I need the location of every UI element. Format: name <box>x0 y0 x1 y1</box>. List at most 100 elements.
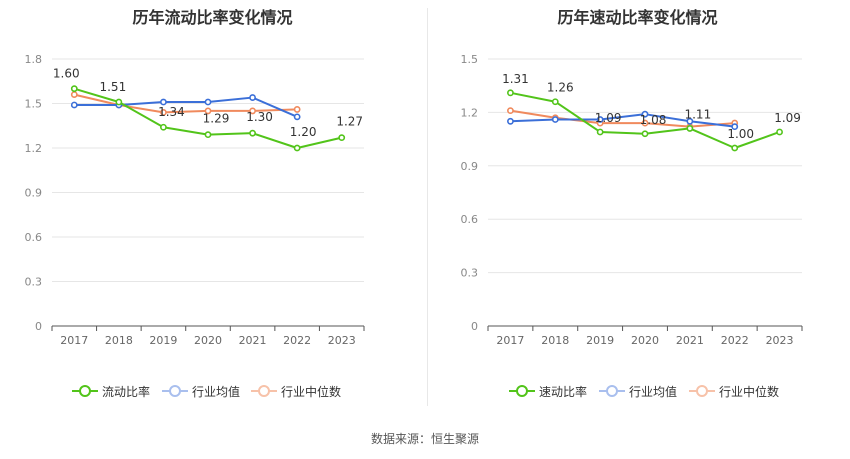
data-point <box>70 101 78 109</box>
x-tick-label: 2023 <box>328 334 356 347</box>
legend-marker-orange-icon <box>251 385 277 397</box>
y-tick-label: 0.6 <box>25 231 43 244</box>
legend-label: 行业均值 <box>629 384 678 399</box>
series-line-industry-mean <box>510 113 735 128</box>
legend-label: 行业中位数 <box>719 384 780 399</box>
data-label: 1.34 <box>158 105 185 119</box>
data-label: 1.09 <box>595 111 622 125</box>
data-point <box>293 144 301 152</box>
data-point <box>115 98 123 106</box>
legend-marker-green-icon <box>72 385 98 397</box>
data-point <box>293 113 301 121</box>
x-tick-label: 2018 <box>105 334 133 347</box>
data-label: 1.11 <box>684 107 711 121</box>
x-tick-label: 2023 <box>766 334 794 347</box>
data-point <box>249 94 256 101</box>
data-label: 1.29 <box>203 112 230 126</box>
legend-marker-blue-icon <box>599 385 625 397</box>
data-point <box>70 85 78 93</box>
data-point <box>776 128 783 136</box>
x-tick-label: 2021 <box>676 334 704 347</box>
data-point <box>204 107 212 115</box>
x-tick-label: 2019 <box>149 334 177 347</box>
legend-marker-orange-icon <box>689 385 715 397</box>
quick-ratio-plot: 0 0.3 0.6 0.9 1.2 1.5 2017 2018 2019 2020 2021 2022… <box>461 53 803 347</box>
data-source-note: 数据来源：恒生聚源 <box>370 432 479 446</box>
data-label: 1.27 <box>336 115 363 129</box>
legend-item-quick-ratio[interactable]: 速动比率 <box>509 381 587 401</box>
data-label: 1.26 <box>547 81 574 95</box>
data-point <box>551 116 559 123</box>
y-tick-label: 0.3 <box>25 276 43 289</box>
series-line-industry-median <box>74 93 298 114</box>
y-tick-label: 1.5 <box>461 53 479 66</box>
data-point <box>596 128 604 136</box>
data-point <box>338 134 346 142</box>
chart-title: 历年速动比率变化情况 <box>557 8 718 27</box>
data-point <box>686 117 694 125</box>
series-line-industry-median <box>510 109 735 128</box>
y-tick-label: 0.6 <box>461 213 479 226</box>
legend-item-current-ratio[interactable]: 流动比率 <box>72 381 150 401</box>
data-point <box>160 109 167 116</box>
data-point <box>70 91 78 98</box>
y-tick-label: 1.2 <box>25 142 43 155</box>
current-ratio-chart-panel: 历年流动比率变化情况 0 0.3 0.6 0.9 1.2 1.5 1.8 2017 2018 20… <box>0 0 425 415</box>
data-label: 1.20 <box>290 125 317 139</box>
legend-label: 行业均值 <box>192 384 241 399</box>
current-ratio-plot: 0 0.3 0.6 0.9 1.2 1.5 1.8 2017 2018 2019 2020 2021 2… <box>25 53 365 347</box>
data-point <box>507 107 514 115</box>
data-point <box>641 110 649 118</box>
y-tick-label: 0.9 <box>25 187 43 200</box>
y-tick-label: 0 <box>471 320 478 333</box>
quick-ratio-chart-panel: 历年速动比率变化情况 0 0.3 0.6 0.9 1.2 1.5 2017 2018 2019 2… <box>425 0 850 415</box>
data-point <box>160 123 167 131</box>
legend-label: 速动比率 <box>539 384 588 399</box>
data-point <box>596 116 604 123</box>
data-label: 1.08 <box>640 113 667 127</box>
data-point <box>507 89 514 97</box>
legend-item-industry-mean[interactable]: 行业均值 <box>599 381 677 401</box>
x-tick-label: 2021 <box>239 334 267 347</box>
data-point <box>686 125 694 132</box>
data-point <box>160 98 167 106</box>
data-point <box>551 98 559 106</box>
legend-item-industry-median[interactable]: 行业中位数 <box>251 381 341 401</box>
legend: 流动比率 行业均值 行业中位数 <box>0 381 425 401</box>
data-point <box>249 129 256 137</box>
data-point <box>507 117 514 125</box>
legend: 速动比率 行业均值 行业中位数 <box>425 381 850 401</box>
x-tick-label: 2020 <box>631 334 659 347</box>
legend-label: 流动比率 <box>102 384 151 399</box>
legend-marker-blue-icon <box>162 385 188 397</box>
legend-item-industry-mean[interactable]: 行业均值 <box>162 381 240 401</box>
legend-marker-green-icon <box>509 385 535 397</box>
panel-divider <box>427 8 428 406</box>
data-point <box>731 123 739 131</box>
data-point <box>641 119 649 127</box>
data-label: 1.31 <box>502 72 529 86</box>
data-label: 1.30 <box>246 110 273 124</box>
data-label: 1.00 <box>727 127 754 141</box>
legend-item-industry-median[interactable]: 行业中位数 <box>689 381 779 401</box>
x-tick-label: 2020 <box>194 334 222 347</box>
y-tick-label: 1.8 <box>25 53 43 66</box>
data-label: 1.09 <box>774 111 801 125</box>
y-tick-label: 0 <box>35 320 42 333</box>
x-tick-label: 2018 <box>541 334 569 347</box>
y-tick-label: 0.3 <box>461 267 479 280</box>
data-label: 1.60 <box>53 67 80 81</box>
data-point <box>731 144 739 152</box>
x-tick-label: 2019 <box>586 334 614 347</box>
data-point <box>204 98 212 106</box>
x-tick-label: 2022 <box>283 334 311 347</box>
data-label: 1.51 <box>99 80 126 94</box>
x-tick-label: 2017 <box>496 334 524 347</box>
data-point <box>641 130 649 138</box>
y-tick-label: 1.2 <box>461 106 479 119</box>
series-line-industry-mean <box>74 96 298 118</box>
x-tick-label: 2022 <box>721 334 749 347</box>
data-point <box>249 107 256 115</box>
chart-title: 历年流动比率变化情况 <box>132 8 293 27</box>
y-tick-label: 0.9 <box>461 160 479 173</box>
